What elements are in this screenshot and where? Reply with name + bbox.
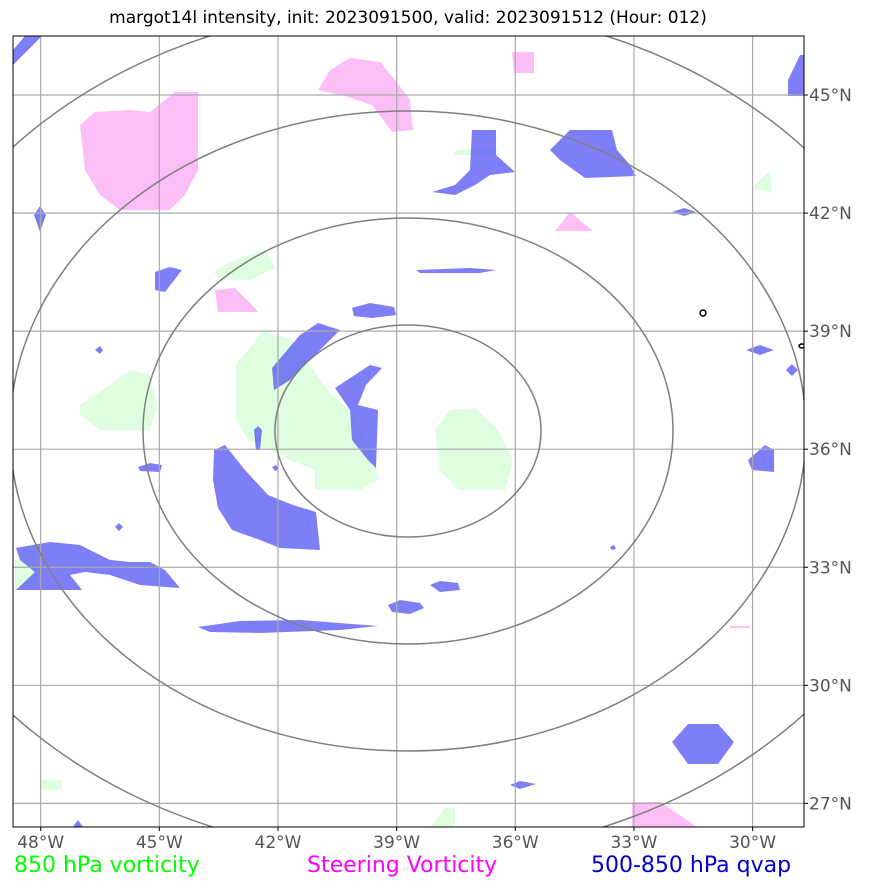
range-ring-1 — [274, 324, 542, 538]
lat-tick-label: 45°N — [809, 86, 852, 106]
range-ring-3 — [13, 110, 804, 752]
qvap-500-850-areas — [13, 36, 804, 827]
lon-tick-label: 42°W — [255, 833, 302, 853]
map-plot-area — [13, 36, 804, 827]
lat-tick-label: 27°N — [809, 794, 852, 814]
map-frame — [12, 35, 805, 828]
lon-tick-label: 30°W — [729, 833, 776, 853]
map-title: margot14l intensity, init: 2023091500, v… — [109, 8, 707, 28]
lat-tick-label: 39°N — [809, 322, 852, 342]
longitude-ticks: 48°W 45°W 42°W 39°W 36°W 33°W 30°W — [17, 827, 776, 853]
lon-tick-label: 45°W — [136, 833, 183, 853]
lat-tick-label: 36°N — [809, 440, 852, 460]
vorticity-850-areas — [15, 148, 772, 827]
latitude-ticks: 27°N 30°N 33°N 36°N 39°N 42°N 45°N — [804, 86, 852, 814]
legend-steering-vorticity: Steering Vorticity — [307, 853, 498, 878]
intensity-contours — [699, 309, 804, 349]
lon-tick-label: 36°W — [492, 833, 539, 853]
steering-vorticity-areas — [80, 52, 750, 827]
range-rings — [13, 36, 804, 827]
map-graticule — [13, 36, 804, 827]
lat-tick-label: 30°N — [809, 676, 852, 696]
lon-tick-label: 33°W — [610, 833, 657, 853]
range-ring-2 — [142, 217, 674, 645]
legend-vorticity-850: 850 hPa vorticity — [14, 853, 200, 878]
lat-tick-label: 42°N — [809, 204, 852, 224]
lon-tick-label: 39°W — [373, 833, 420, 853]
lat-tick-label: 33°N — [809, 558, 852, 578]
lon-tick-label: 48°W — [17, 833, 64, 853]
legend-qvap: 500-850 hPa qvap — [591, 853, 792, 878]
